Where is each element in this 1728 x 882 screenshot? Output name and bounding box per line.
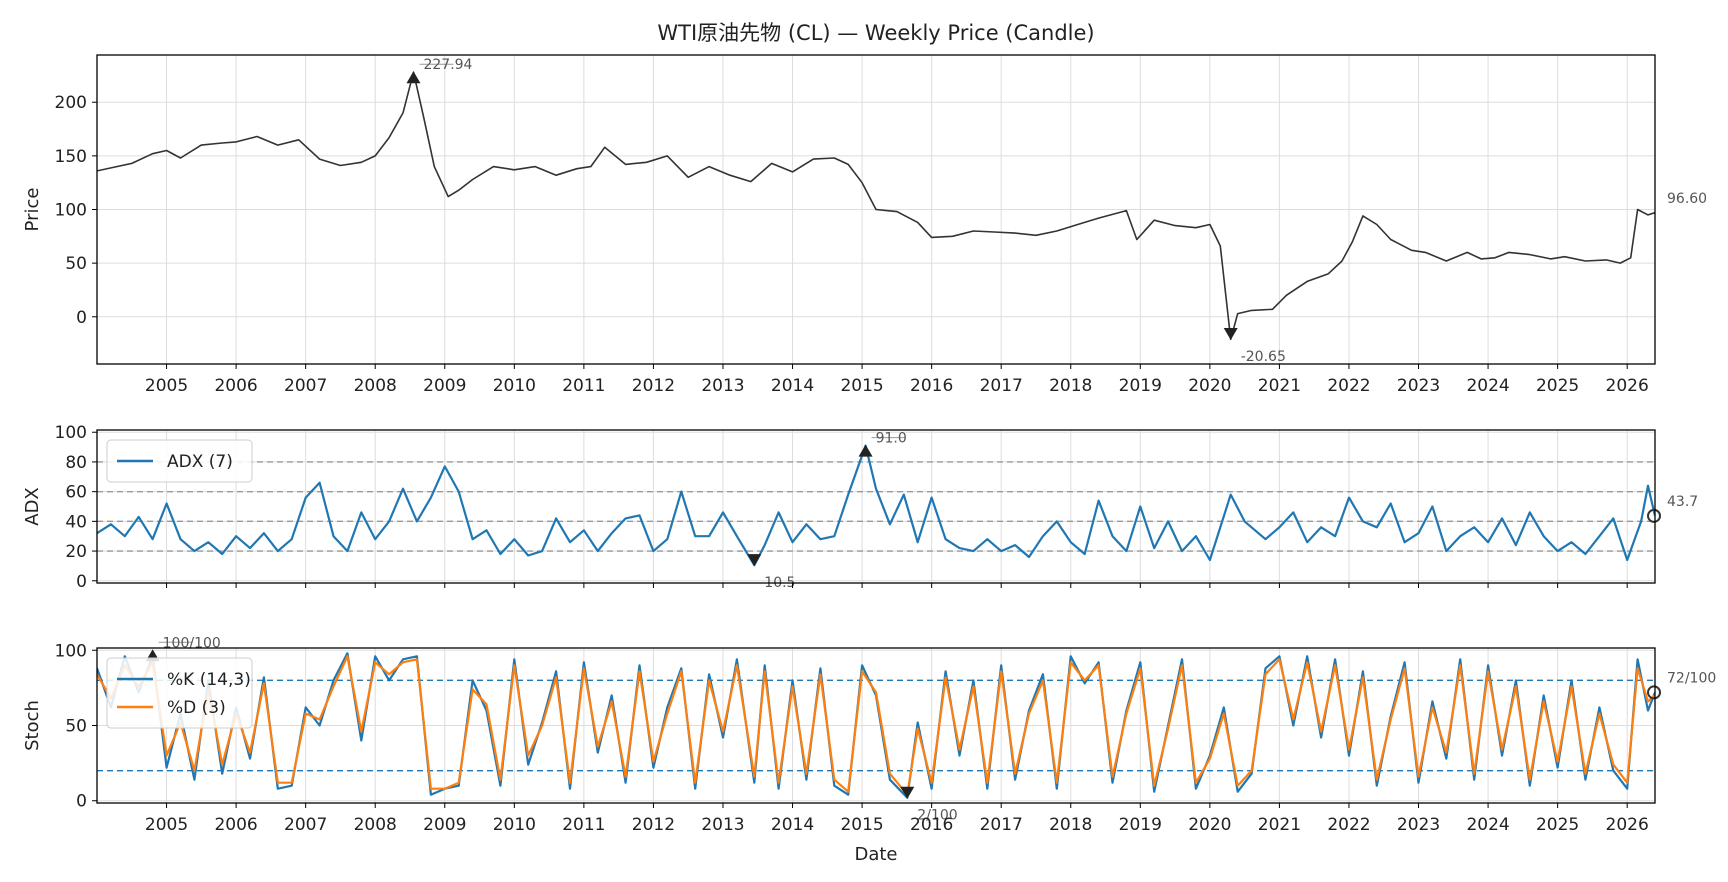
x-tick-label: 2015	[840, 815, 883, 835]
x-axis-label: Date	[854, 844, 897, 865]
x-tick-label: 2008	[354, 376, 397, 396]
x-tick-label: 2017	[980, 376, 1023, 396]
y-tick-label: 0	[76, 572, 87, 592]
annotation-label: 96.60	[1667, 191, 1707, 207]
annotation-label: 43.7	[1667, 494, 1698, 510]
y-tick-label: 50	[65, 254, 87, 274]
y-axis-label-price: Price	[22, 188, 43, 232]
x-tick-label: 2019	[1119, 815, 1162, 835]
x-tick-label: 2014	[771, 815, 814, 835]
series-line-stoch-1	[97, 655, 1655, 796]
x-tick-label: 2024	[1466, 376, 1509, 396]
annotation-label: 227.94	[423, 57, 472, 73]
legend-label: %K (14,3)	[167, 670, 251, 690]
x-tick-label: 2021	[1258, 815, 1301, 835]
x-tick-label: 2007	[284, 815, 327, 835]
y-tick-label: 50	[65, 717, 87, 737]
y-tick-label: 20	[65, 542, 87, 562]
x-tick-label: 2023	[1397, 376, 1440, 396]
x-tick-label: 2011	[562, 815, 605, 835]
x-tick-label: 2018	[1049, 376, 1092, 396]
x-tick-label: 2020	[1188, 376, 1231, 396]
marker-max	[406, 71, 421, 84]
y-tick-label: 200	[55, 93, 87, 113]
x-tick-label: 2019	[1119, 376, 1162, 396]
y-tick-label: 60	[65, 483, 87, 503]
y-tick-label: 100	[55, 201, 87, 221]
chart-title: WTI原油先物 (CL) — Weekly Price (Candle)	[657, 21, 1094, 45]
x-tick-label: 2023	[1397, 815, 1440, 835]
x-tick-label: 2005	[145, 376, 188, 396]
x-tick-label: 2009	[423, 815, 466, 835]
x-tick-label: 2006	[214, 815, 257, 835]
legend-box	[106, 439, 253, 483]
x-tick-label: 2007	[284, 376, 327, 396]
annotation-label: 2/100	[917, 808, 957, 824]
x-tick-label: 2011	[562, 376, 605, 396]
y-tick-label: 0	[76, 308, 87, 328]
series-line-adx-0	[97, 444, 1655, 567]
y-tick-label: 100	[55, 423, 87, 443]
annotation-label: 91.0	[876, 431, 907, 447]
panel-stoch: 100/100 2/100 72/100 0 50 100 2005 2006 2007 2008…	[22, 635, 1716, 835]
x-tick-label: 2025	[1536, 815, 1579, 835]
x-tick-label: 2020	[1188, 815, 1231, 835]
x-tick-label: 2022	[1327, 376, 1370, 396]
x-tick-label: 2006	[214, 376, 257, 396]
x-tick-label: 2025	[1536, 376, 1579, 396]
x-tick-label: 2013	[701, 376, 744, 396]
x-tick-label: 2009	[423, 376, 466, 396]
marker-max	[858, 444, 873, 457]
y-tick-label: 100	[55, 641, 87, 661]
x-tick-label: 2021	[1258, 376, 1301, 396]
x-tick-label: 2013	[701, 815, 744, 835]
marker-last	[1647, 685, 1661, 700]
x-tick-label: 2016	[910, 376, 953, 396]
x-tick-label: 2012	[632, 376, 675, 396]
x-tick-label: 2012	[632, 815, 675, 835]
legend-box	[106, 657, 253, 729]
x-tick-label: 2026	[1606, 376, 1649, 396]
annotation-label: -20.65	[1241, 349, 1286, 365]
panel-price: 227.94 -20.65 96.60 0 50 100 150 200 2005 2006 200…	[22, 54, 1707, 396]
annotation-label: 100/100	[163, 635, 221, 651]
legend-label: %D (3)	[167, 698, 226, 718]
x-tick-label: 2018	[1049, 815, 1092, 835]
marker-min	[900, 786, 915, 799]
y-tick-label: 150	[55, 147, 87, 167]
x-tick-label: 2024	[1466, 815, 1509, 835]
plot-frame	[96, 429, 1656, 584]
y-axis-label-adx: ADX	[22, 487, 43, 526]
y-tick-label: 40	[65, 512, 87, 532]
x-tick-label: 2026	[1606, 815, 1649, 835]
y-axis-label-stoch: Stoch	[22, 700, 43, 751]
x-tick-label: 2010	[493, 376, 536, 396]
x-tick-label: 2014	[771, 376, 814, 396]
x-tick-label: 2017	[980, 815, 1023, 835]
marker-last	[1647, 508, 1661, 523]
series-line-price-0	[97, 71, 1655, 341]
x-tick-label: 2016	[910, 815, 953, 835]
y-tick-label: 80	[65, 453, 87, 473]
marker-min	[1223, 327, 1238, 340]
x-tick-label: 2022	[1327, 815, 1370, 835]
annotation-label: 72/100	[1667, 670, 1716, 686]
x-tick-label: 2015	[840, 376, 883, 396]
x-tick-label: 2010	[493, 815, 536, 835]
legend-label: ADX (7)	[167, 452, 233, 472]
y-tick-label: 0	[76, 792, 87, 812]
x-tick-label: 2008	[354, 815, 397, 835]
x-tick-label: 2005	[145, 815, 188, 835]
marker-min	[747, 554, 762, 567]
